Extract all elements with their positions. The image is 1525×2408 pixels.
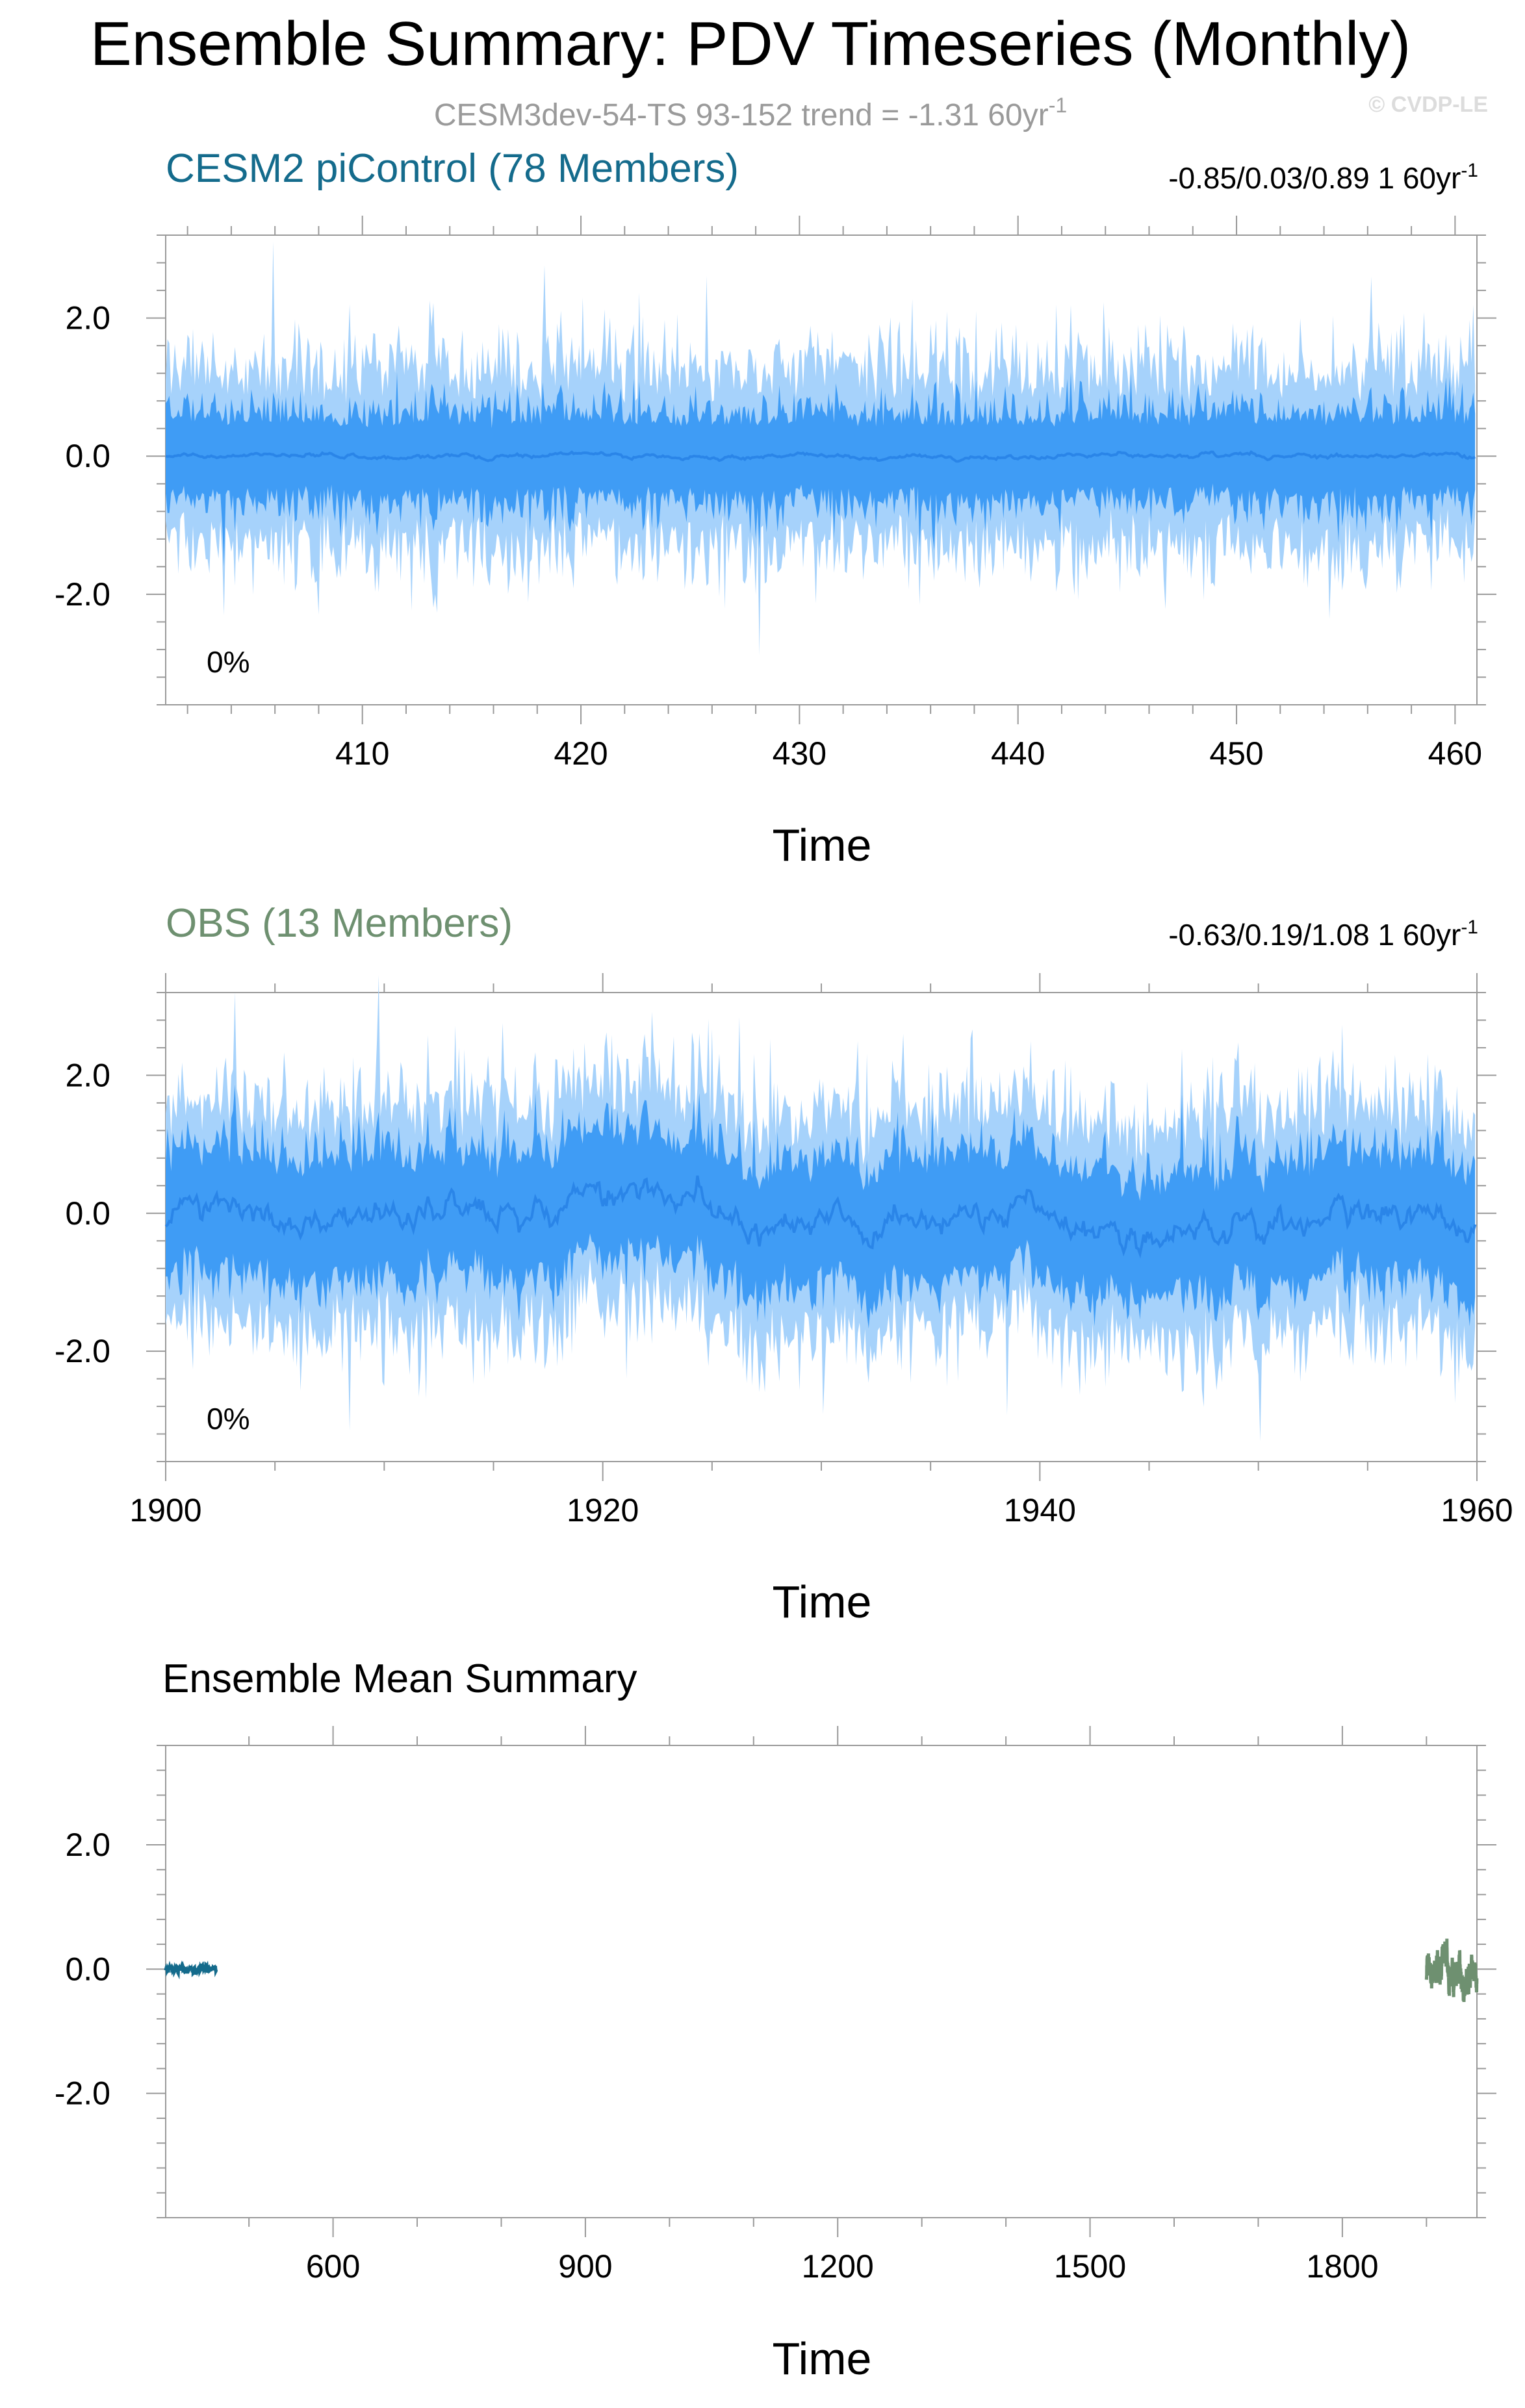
x-tick-label: 1960 (1441, 1492, 1513, 1528)
y-tick-label: 2.0 (65, 1827, 110, 1863)
y-tick-label: -2.0 (55, 2075, 110, 2112)
range-25-75-band (166, 372, 1476, 566)
ensemble-mean-summary-panel: Ensemble Mean Summary 600 900 1200 1500 1800… (55, 1656, 1496, 2384)
plot-area-cesm2: 410 420 430 440 450 460 2.0 0.0 -2.0 (55, 216, 1496, 772)
x-tick-label: 600 (306, 2248, 360, 2285)
x-tick-label: 410 (335, 735, 389, 772)
ensemble-mean-line (165, 450, 1476, 463)
figure-subtitle-sup: -1 (1049, 94, 1067, 117)
plot-area-summary: 600 900 1200 1500 1800 2.0 0.0 -2.0 (55, 1726, 1496, 2285)
panel-stats-cesm2: -0.85/0.03/0.89 1 60yr-1 (1168, 160, 1478, 195)
figure-subtitle-main: CESM3dev-54-TS 93-152 trend = -1.31 60yr (434, 98, 1049, 133)
x-tick-label: 430 (773, 735, 827, 772)
obs-ensemble-mean-line (1424, 1938, 1479, 2002)
panel-title-cesm2: CESM2 piControl (78 Members) (166, 146, 739, 191)
x-tick-label: 1940 (1004, 1492, 1076, 1528)
x-tick-label: 1920 (567, 1492, 639, 1528)
copyright-mark: © CVDP-LE (1368, 92, 1488, 117)
y-tick-label: 0.0 (65, 438, 110, 474)
x-axis-label-obs: Time (773, 1577, 872, 1627)
x-axis-label-cesm2: Time (773, 820, 872, 870)
x-tick-label: 1500 (1054, 2248, 1126, 2285)
x-tick-label: 1900 (129, 1492, 201, 1528)
figure-title: Ensemble Summary: PDV Timeseries (Monthl… (90, 9, 1411, 79)
percent-label-obs: 0% (207, 1402, 250, 1436)
range-25-75-band (166, 1084, 1476, 1329)
panel-stats-obs-sup: -1 (1461, 917, 1478, 938)
panel-stats-obs: -0.63/0.19/1.08 1 60yr-1 (1168, 917, 1478, 952)
panel-stats-cesm2-main: -0.85/0.03/0.89 1 60yr (1168, 161, 1461, 195)
x-tick-label: 900 (558, 2248, 612, 2285)
cesm2-ensemble-mean-line (164, 1960, 218, 1980)
y-tick-label: 2.0 (65, 300, 110, 336)
y-tick-label: 2.0 (65, 1057, 110, 1093)
ensemble-mean-line (164, 1175, 1477, 1259)
panel-stats-cesm2-sup: -1 (1461, 160, 1478, 181)
plot-area-obs: 1900 1920 1940 1960 2.0 0.0 -2.0 (55, 973, 1513, 1528)
x-tick-label: 1200 (802, 2248, 874, 2285)
panel-title-summary: Ensemble Mean Summary (162, 1656, 637, 1701)
percent-label-cesm2: 0% (207, 645, 250, 679)
y-tick-label: 0.0 (65, 1195, 110, 1232)
cesm2-picontrol-panel: CESM2 piControl (78 Members) -0.85/0.03/… (55, 146, 1496, 870)
y-tick-label: -2.0 (55, 1333, 110, 1369)
obs-panel: OBS (13 Members) -0.63/0.19/1.08 1 60yr-… (55, 901, 1513, 1627)
y-tick-label: -2.0 (55, 576, 110, 613)
x-tick-label: 1800 (1306, 2248, 1378, 2285)
y-tick-label: 0.0 (65, 1951, 110, 1987)
x-tick-label: 420 (554, 735, 608, 772)
panel-title-obs: OBS (13 Members) (166, 901, 513, 946)
x-axis-label-summary: Time (773, 2333, 872, 2384)
plot-frame (165, 1745, 1478, 2218)
figure-subtitle: CESM3dev-54-TS 93-152 trend = -1.31 60yr… (434, 94, 1067, 133)
panel-stats-obs-main: -0.63/0.19/1.08 1 60yr (1168, 918, 1461, 952)
x-tick-label: 450 (1209, 735, 1263, 772)
x-tick-label: 440 (991, 735, 1045, 772)
x-tick-label: 460 (1428, 735, 1482, 772)
